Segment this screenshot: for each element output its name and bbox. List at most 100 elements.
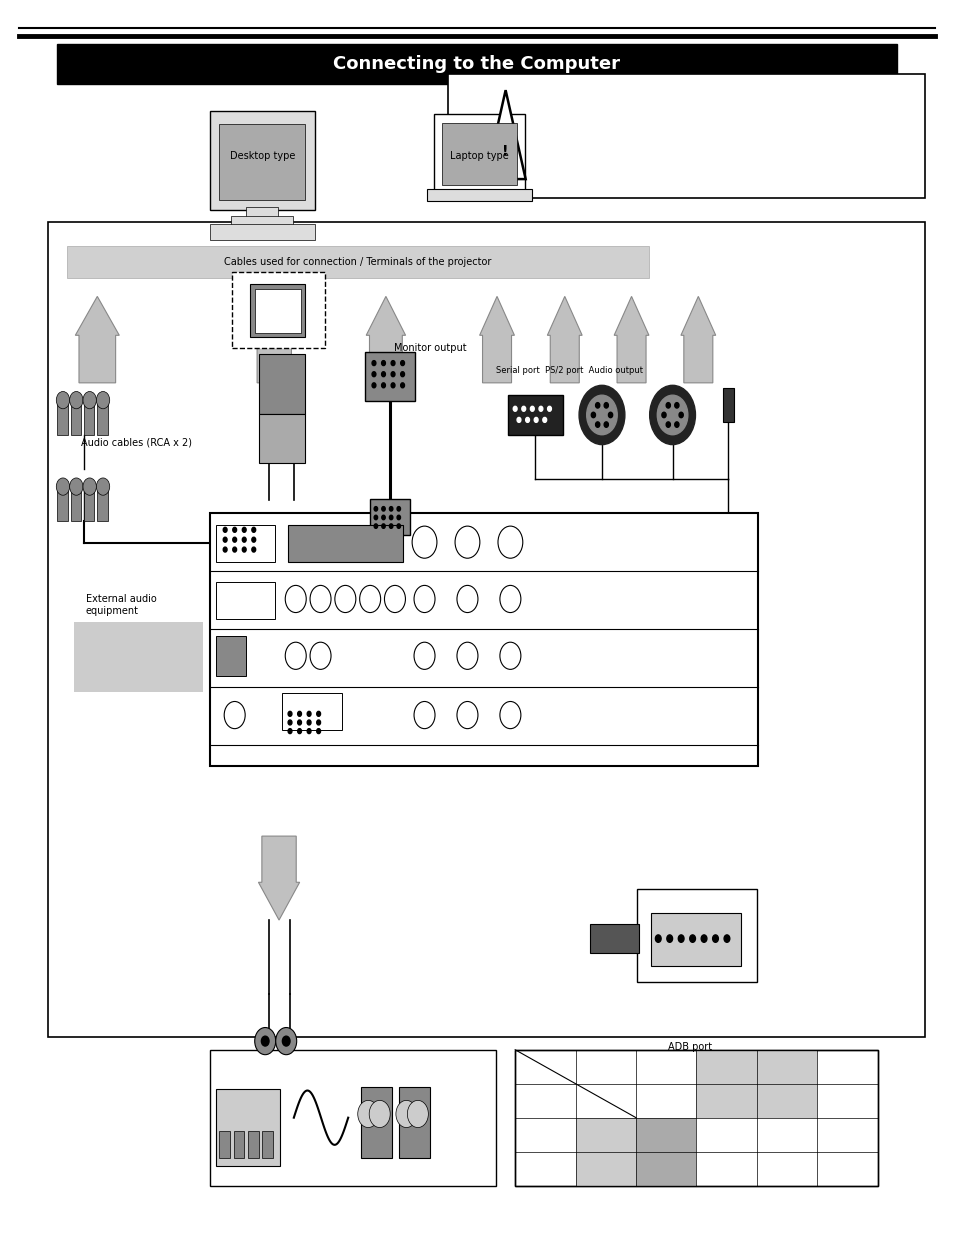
Circle shape: [223, 537, 227, 542]
Circle shape: [381, 383, 385, 388]
Circle shape: [233, 547, 236, 552]
Circle shape: [310, 642, 331, 669]
Polygon shape: [366, 296, 405, 383]
Circle shape: [242, 547, 246, 552]
Bar: [589, 924, 639, 953]
Circle shape: [297, 711, 301, 716]
Circle shape: [252, 527, 255, 532]
Circle shape: [538, 406, 542, 411]
Circle shape: [513, 406, 517, 411]
Circle shape: [70, 478, 83, 495]
Circle shape: [586, 395, 617, 435]
Circle shape: [288, 711, 292, 716]
Circle shape: [381, 506, 385, 511]
Circle shape: [530, 406, 534, 411]
Circle shape: [389, 524, 393, 529]
Circle shape: [407, 1100, 428, 1128]
Bar: [215, 582, 274, 619]
Bar: [650, 913, 740, 966]
Bar: [360, 1087, 392, 1158]
Circle shape: [381, 361, 385, 366]
Bar: [71, 400, 81, 435]
Bar: [756, 1050, 817, 1084]
Bar: [48, 222, 924, 1037]
Circle shape: [400, 372, 404, 377]
Circle shape: [678, 935, 683, 942]
Bar: [67, 246, 648, 278]
Polygon shape: [258, 836, 299, 920]
Bar: [84, 400, 94, 435]
Bar: [515, 1050, 877, 1186]
Circle shape: [389, 506, 393, 511]
Circle shape: [275, 1028, 296, 1055]
Circle shape: [391, 383, 395, 388]
Circle shape: [233, 527, 236, 532]
Bar: [97, 400, 108, 435]
Circle shape: [456, 642, 477, 669]
Polygon shape: [614, 296, 648, 383]
Circle shape: [455, 526, 479, 558]
Circle shape: [96, 391, 110, 409]
Circle shape: [534, 417, 537, 422]
Polygon shape: [479, 296, 514, 383]
Circle shape: [70, 391, 83, 409]
Circle shape: [297, 729, 301, 734]
Bar: [259, 354, 305, 414]
Bar: [215, 636, 246, 676]
Circle shape: [372, 383, 375, 388]
Bar: [215, 1089, 280, 1166]
Circle shape: [391, 361, 395, 366]
Bar: [507, 395, 562, 435]
Bar: [427, 189, 532, 201]
Circle shape: [525, 417, 529, 422]
Bar: [74, 622, 203, 692]
Circle shape: [395, 1100, 416, 1128]
Bar: [434, 114, 524, 194]
Bar: [97, 487, 108, 521]
Circle shape: [288, 720, 292, 725]
Circle shape: [374, 506, 377, 511]
Circle shape: [252, 547, 255, 552]
Bar: [84, 487, 94, 521]
Bar: [71, 487, 81, 521]
Bar: [756, 1084, 817, 1118]
Bar: [722, 388, 733, 422]
Circle shape: [396, 506, 400, 511]
Bar: [441, 124, 517, 185]
Bar: [231, 216, 293, 226]
Circle shape: [242, 537, 246, 542]
Circle shape: [254, 1028, 275, 1055]
Circle shape: [665, 403, 670, 408]
Circle shape: [307, 711, 311, 716]
Circle shape: [288, 729, 292, 734]
Circle shape: [374, 515, 377, 520]
Text: !: !: [502, 143, 508, 158]
Circle shape: [414, 701, 435, 729]
Circle shape: [56, 478, 70, 495]
Bar: [696, 1084, 756, 1118]
Circle shape: [603, 422, 608, 427]
Circle shape: [400, 383, 404, 388]
Text: External audio
equipment: External audio equipment: [86, 594, 156, 616]
Circle shape: [666, 935, 672, 942]
Circle shape: [603, 403, 608, 408]
Circle shape: [712, 935, 718, 942]
Circle shape: [591, 412, 595, 417]
Bar: [232, 272, 325, 348]
Circle shape: [595, 403, 599, 408]
Bar: [696, 1050, 756, 1084]
Circle shape: [396, 524, 400, 529]
Bar: [575, 1118, 636, 1151]
Circle shape: [497, 526, 522, 558]
Circle shape: [679, 412, 682, 417]
Text: Desktop type: Desktop type: [230, 151, 294, 161]
Circle shape: [285, 642, 306, 669]
Circle shape: [499, 585, 520, 613]
Circle shape: [359, 585, 380, 613]
Circle shape: [542, 417, 546, 422]
Polygon shape: [75, 296, 119, 383]
Bar: [210, 1050, 496, 1186]
Polygon shape: [253, 296, 294, 383]
Circle shape: [252, 537, 255, 542]
Bar: [259, 414, 305, 463]
